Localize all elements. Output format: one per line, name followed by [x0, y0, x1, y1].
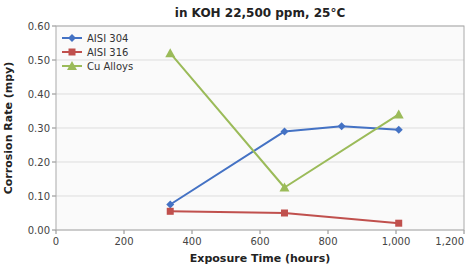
- tick-label: 0.40: [28, 89, 50, 100]
- series-line: [170, 126, 398, 204]
- marks: [165, 48, 403, 227]
- data-point: [394, 109, 404, 118]
- tick-label: 600: [250, 236, 269, 247]
- tick: [52, 94, 56, 95]
- tick-label: 0.30: [28, 123, 50, 134]
- data-point: [167, 208, 174, 215]
- tick-label: 200: [114, 236, 133, 247]
- tick: [396, 230, 397, 234]
- x-axis-label: Exposure Time (hours): [190, 252, 330, 265]
- tick-label: 0.10: [28, 191, 50, 202]
- data-point: [395, 126, 403, 134]
- tick-label: 1,200: [435, 236, 464, 247]
- chart: 0.00 0.10 0.20 0.30 0.40 0.50 0.60 0 200 400 600 80…: [0, 0, 474, 270]
- tick: [328, 230, 329, 234]
- data-point: [395, 220, 402, 227]
- plot-frame: [56, 26, 464, 230]
- grid-line: [56, 94, 464, 95]
- tick-label: 0: [53, 236, 59, 247]
- tick: [52, 230, 56, 231]
- tick: [52, 196, 56, 197]
- tick: [52, 128, 56, 129]
- tick: [52, 26, 56, 27]
- data-point: [338, 122, 346, 130]
- legend-label: AISI 316: [87, 47, 128, 58]
- grid-line: [56, 162, 464, 163]
- plot-area: [56, 26, 464, 230]
- tick-label: 400: [182, 236, 201, 247]
- tick: [192, 230, 193, 234]
- data-point: [280, 127, 288, 135]
- tick: [52, 162, 56, 163]
- grid-line: [56, 196, 464, 197]
- data-point: [281, 210, 288, 217]
- data-point: [166, 201, 174, 209]
- legend-label: Cu Alloys: [87, 61, 133, 72]
- data-point: [165, 48, 175, 57]
- series-line: [170, 53, 398, 187]
- tick-label: 0.00: [28, 225, 50, 236]
- tick: [260, 230, 261, 234]
- legend-marker: [67, 61, 77, 70]
- legend-marker: [68, 34, 76, 42]
- tick-label: 0.60: [28, 21, 50, 32]
- legend: AISI 304 AISI 316 Cu Alloys: [62, 33, 133, 72]
- legend-label: AISI 304: [87, 33, 128, 44]
- tick: [56, 230, 57, 234]
- title: in KOH 22,500 ppm, 25°C: [175, 6, 346, 20]
- legend-marker: [69, 49, 76, 56]
- tick-label: 1,000: [382, 236, 411, 247]
- grid-line: [56, 128, 464, 129]
- tick: [124, 230, 125, 234]
- tick: [52, 60, 56, 61]
- y-axis-label: Corrosion Rate (mpy): [2, 62, 15, 195]
- tick-label: 0.50: [28, 55, 50, 66]
- tick: [464, 230, 465, 234]
- tick-label: 800: [318, 236, 337, 247]
- data-point: [279, 183, 289, 192]
- tick-label: 0.20: [28, 157, 50, 168]
